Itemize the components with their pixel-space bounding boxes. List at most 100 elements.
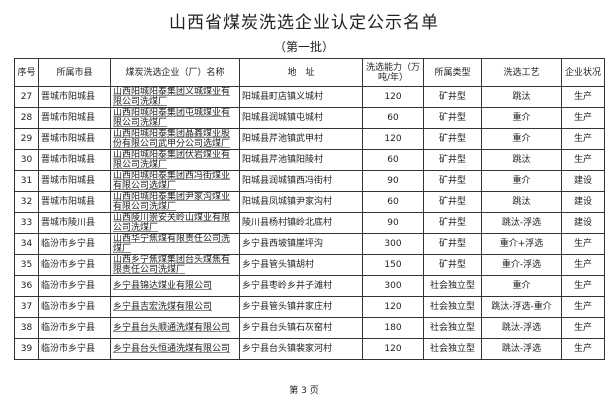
column-header-type: 所属类型	[423, 58, 482, 87]
cell-enterprise-name: 乡宁县吉宏洗煤有限公司	[110, 296, 240, 318]
cell-capacity: 90	[362, 170, 424, 192]
column-header-status: 企业状况	[561, 58, 605, 87]
cell-index: 33	[14, 212, 39, 234]
column-header-index: 序号	[14, 58, 39, 87]
document-subtitle: （第一批）	[273, 40, 334, 54]
cell-process: 重介	[481, 107, 562, 129]
cell-process: 跳汰-浮选	[481, 212, 562, 234]
cell-capacity: 120	[362, 296, 424, 318]
table-row: 28 晋城市阳城县 山西阳城阳泰集团屯城煤业有限公司洗煤厂 阳城县润城镇屯城村 60 矿井…	[14, 107, 605, 129]
table-row: 39 临汾市乡宁县 乡宁县台头恒通洗煤有限公司 乡宁县台头镇裴家河村 120 社会独立型跳…	[14, 338, 605, 360]
cell-type: 社会独立型	[423, 317, 482, 339]
cell-capacity: 90	[362, 212, 424, 234]
cell-enterprise-name: 山西阳城阳泰集团尹家沟煤业有限公司洗煤厂	[110, 191, 240, 213]
cell-index: 37	[14, 296, 39, 318]
cell-index: 31	[14, 170, 39, 192]
cell-capacity: 120	[362, 86, 424, 108]
cell-city-county: 晋城市阳城县	[38, 191, 111, 213]
table-row: 36 临汾市乡宁县 乡宁县锦达煤业有限公司 乡宁县枣岭乡井子滩村 300 社会独立型 重介生…	[14, 275, 605, 297]
cell-city-county: 晋城市阳城县	[38, 86, 111, 108]
cell-type: 社会独立型	[423, 338, 482, 360]
table-row: 38 临汾市乡宁县 乡宁县台头顺通洗煤有限公司 乡宁县台头镇石灰窑村 180 社会独立型跳…	[14, 317, 605, 339]
cell-address: 乡宁县枣岭乡井子滩村	[239, 275, 363, 297]
cell-enterprise-name: 山西阳城阳泰集团屯城煤业有限公司洗煤厂	[110, 107, 240, 129]
cell-process: 重介	[481, 275, 562, 297]
cell-process: 重介	[481, 128, 562, 150]
cell-status: 建设	[561, 212, 605, 234]
cell-index: 27	[14, 86, 39, 108]
cell-capacity: 60	[362, 149, 424, 171]
cell-enterprise-name: 山西阳城阳泰集团伏岩煤业有限公司洗煤厂	[110, 149, 240, 171]
table-row: 34 临汾市乡宁县 山西华宁焦煤有限责任公司洗煤厂 乡宁县西坡镇崖坪沟 300 矿井型 重介…	[14, 233, 605, 255]
table-row: 31 晋城市阳城县 山西阳城阳泰集团西冯街煤业有限公司选煤厂 阳城县润城镇西冯街村 90…	[14, 170, 605, 192]
column-header-city-county: 所属市县	[38, 58, 111, 87]
table-row: 32 晋城市阳城县 山西阳城阳泰集团尹家沟煤业有限公司洗煤厂 阳城县凤城镇尹家沟村 60…	[14, 191, 605, 213]
document-title: 山西省煤炭洗选企业认定公示名单	[169, 13, 439, 33]
cell-index: 35	[14, 254, 39, 276]
table-row: 30 晋城市阳城县 山西阳城阳泰集团伏岩煤业有限公司洗煤厂 阳城县芹池镇阳陵村 60 矿井…	[14, 149, 605, 171]
cell-capacity: 60	[362, 191, 424, 213]
cell-capacity: 60	[362, 107, 424, 129]
cell-capacity: 180	[362, 317, 424, 339]
cell-status: 生产	[561, 338, 605, 360]
cell-address: 乡宁县西坡镇崖坪沟	[239, 233, 363, 255]
cell-capacity: 120	[362, 128, 424, 150]
cell-status: 建设	[561, 170, 605, 192]
cell-enterprise-name: 山西华宁焦煤有限责任公司洗煤厂	[110, 233, 240, 255]
cell-process: 重介+浮选	[481, 233, 562, 255]
cell-enterprise-name: 山西阳城阳泰集团义城煤业有限公司洗煤厂	[110, 86, 240, 108]
cell-address: 阳城县芹池镇武甲村	[239, 128, 363, 150]
cell-process: 跳汰	[481, 149, 562, 171]
cell-city-county: 临汾市乡宁县	[38, 338, 111, 360]
cell-city-county: 晋城市阳城县	[38, 149, 111, 171]
cell-capacity: 120	[362, 338, 424, 360]
cell-index: 34	[14, 233, 39, 255]
cell-enterprise-name: 乡宁县台头顺通洗煤有限公司	[110, 317, 240, 339]
cell-address: 乡宁县台头镇裴家河村	[239, 338, 363, 360]
cell-process: 重介-浮选	[481, 254, 562, 276]
cell-type: 矿井型	[423, 191, 482, 213]
cell-type: 矿井型	[423, 86, 482, 108]
cell-status: 生产	[561, 128, 605, 150]
cell-city-county: 晋城市阳城县	[38, 128, 111, 150]
cell-process: 跳汰-浮选	[481, 338, 562, 360]
cell-index: 36	[14, 275, 39, 297]
column-header-capacity: 洗选能力（万吨/年）	[362, 58, 424, 87]
cell-enterprise-name: 乡宁县台头恒通洗煤有限公司	[110, 338, 240, 360]
cell-enterprise-name: 山西阳城阳泰集团西冯街煤业有限公司选煤厂	[110, 170, 240, 192]
cell-process: 跳汰-浮选-重介	[481, 296, 562, 318]
cell-type: 矿井型	[423, 107, 482, 129]
cell-status: 建设	[561, 191, 605, 213]
cell-city-county: 临汾市乡宁县	[38, 317, 111, 339]
cell-index: 29	[14, 128, 39, 150]
cell-address: 乡宁县管头镇胡村	[239, 254, 363, 276]
cell-status: 生产	[561, 275, 605, 297]
table-header-row: 序号 所属市县 煤炭洗选企业（厂）名称地 址洗选能力（万吨/年） 所属类型 洗选工艺 企业…	[14, 58, 605, 87]
cell-city-county: 晋城市阳城县	[38, 107, 111, 129]
cell-type: 社会独立型	[423, 296, 482, 318]
cell-enterprise-name: 山西陵川崇安关岭山煤业有限公司洗煤厂	[110, 212, 240, 234]
cell-status: 生产	[561, 86, 605, 108]
cell-process: 重介	[481, 170, 562, 192]
enterprise-table: 序号 所属市县 煤炭洗选企业（厂）名称地 址洗选能力（万吨/年） 所属类型 洗选工艺 企业…	[14, 58, 605, 360]
cell-status: 生产	[561, 296, 605, 318]
cell-type: 社会独立型	[423, 275, 482, 297]
cell-capacity: 300	[362, 275, 424, 297]
cell-city-county: 晋城市陵川县	[38, 212, 111, 234]
cell-enterprise-name: 山西阳城阳泰集团晶鑫煤业股份有限公司武甲分公司选煤厂	[110, 128, 240, 150]
column-header-address: 地 址	[239, 58, 363, 87]
cell-index: 30	[14, 149, 39, 171]
cell-city-county: 晋城市阳城县	[38, 170, 111, 192]
cell-type: 矿井型	[423, 233, 482, 255]
cell-status: 生产	[561, 149, 605, 171]
table-row: 27 晋城市阳城县 山西阳城阳泰集团义城煤业有限公司洗煤厂 阳城县町店镇义城村 120 矿…	[14, 86, 605, 108]
cell-enterprise-name: 山西乡宁焦煤集团台头煤焦有限责任公司洗煤厂	[110, 254, 240, 276]
cell-process: 跳汰	[481, 191, 562, 213]
table-row: 33 晋城市陵川县 山西陵川崇安关岭山煤业有限公司洗煤厂 陵川县杨村镇岭北底村 90 矿井…	[14, 212, 605, 234]
table-row: 37 临汾市乡宁县 乡宁县吉宏洗煤有限公司 乡宁县管头镇井家庄村 120 社会独立型 跳汰-…	[14, 296, 605, 318]
table-row: 29 晋城市阳城县 山西阳城阳泰集团晶鑫煤业股份有限公司武甲分公司选煤厂 阳城县芹池镇…	[14, 128, 605, 150]
column-header-process: 洗选工艺	[481, 58, 562, 87]
cell-status: 生产	[561, 107, 605, 129]
cell-type: 矿井型	[423, 149, 482, 171]
cell-status: 生产	[561, 233, 605, 255]
